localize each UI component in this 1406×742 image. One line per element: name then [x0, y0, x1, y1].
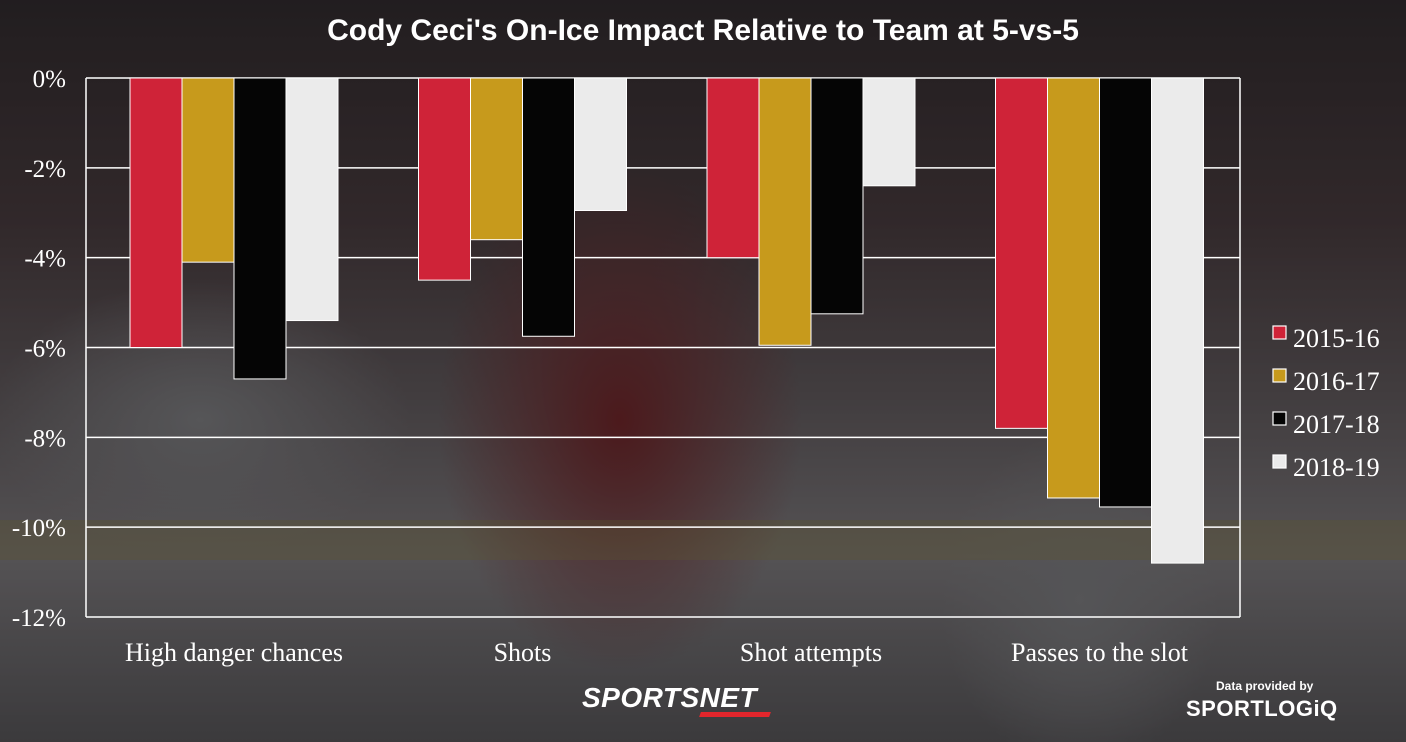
- legend-label: 2015-16: [1293, 324, 1380, 353]
- x-category-label: Shot attempts: [740, 638, 882, 667]
- chart-title: Cody Ceci's On-Ice Impact Relative to Te…: [327, 14, 1079, 47]
- sportsnet-logo: SPORTSNET: [582, 682, 758, 713]
- x-category-label: High danger chances: [125, 638, 343, 667]
- y-tick-label: -6%: [24, 336, 66, 363]
- legend-label: 2017-18: [1293, 410, 1380, 439]
- data-credit-text: Data provided by: [1216, 679, 1314, 693]
- y-axis-ticks: 0% -2% -4% -6% -8% -10% -12%: [12, 66, 66, 632]
- bar-2018-19-1: [574, 77, 627, 212]
- bars: [129, 77, 1204, 564]
- bar-2016-17-2: [758, 77, 812, 346]
- bar-2017-18-1: [522, 77, 575, 337]
- y-tick-label: -8%: [24, 425, 66, 452]
- y-tick-label: -4%: [24, 246, 66, 273]
- legend: 2015-16 2016-17 2017-18 2018-19: [1272, 324, 1380, 482]
- y-tick-label: 0%: [33, 66, 66, 93]
- bar-2016-17-3: [1047, 77, 1100, 499]
- legend-swatch: [1272, 325, 1287, 340]
- x-category-label: Shots: [494, 638, 552, 667]
- x-axis-categories: High danger chances Shots Shot attempts Pas…: [125, 638, 1189, 667]
- x-category-label: Passes to the slot: [1011, 638, 1189, 667]
- legend-swatch: [1272, 454, 1287, 469]
- bar-2018-19-0: [285, 77, 339, 322]
- bar-2016-17-1: [470, 77, 523, 241]
- legend-swatch: [1272, 368, 1287, 383]
- y-tick-label: -2%: [24, 156, 66, 183]
- bar-2017-18-0: [233, 77, 287, 380]
- legend-label: 2018-19: [1293, 453, 1380, 482]
- bar-2015-16-0: [129, 77, 183, 348]
- bar-2015-16-3: [995, 77, 1048, 429]
- bar-2017-18-2: [810, 77, 864, 315]
- legend-swatch: [1272, 411, 1287, 426]
- y-tick-label: -12%: [12, 605, 66, 632]
- bar-2016-17-0: [181, 77, 235, 263]
- bar-2017-18-3: [1099, 77, 1152, 508]
- y-tick-label: -10%: [12, 515, 66, 542]
- bar-2015-16-2: [706, 77, 760, 259]
- sportsnet-logo-bar: [699, 712, 771, 717]
- bar-2018-19-2: [862, 77, 916, 187]
- bar-2018-19-3: [1151, 77, 1204, 564]
- sportlogiq-logo: SPORTLOGiQ: [1186, 696, 1338, 721]
- legend-label: 2016-17: [1293, 367, 1380, 396]
- bar-2015-16-1: [418, 77, 471, 281]
